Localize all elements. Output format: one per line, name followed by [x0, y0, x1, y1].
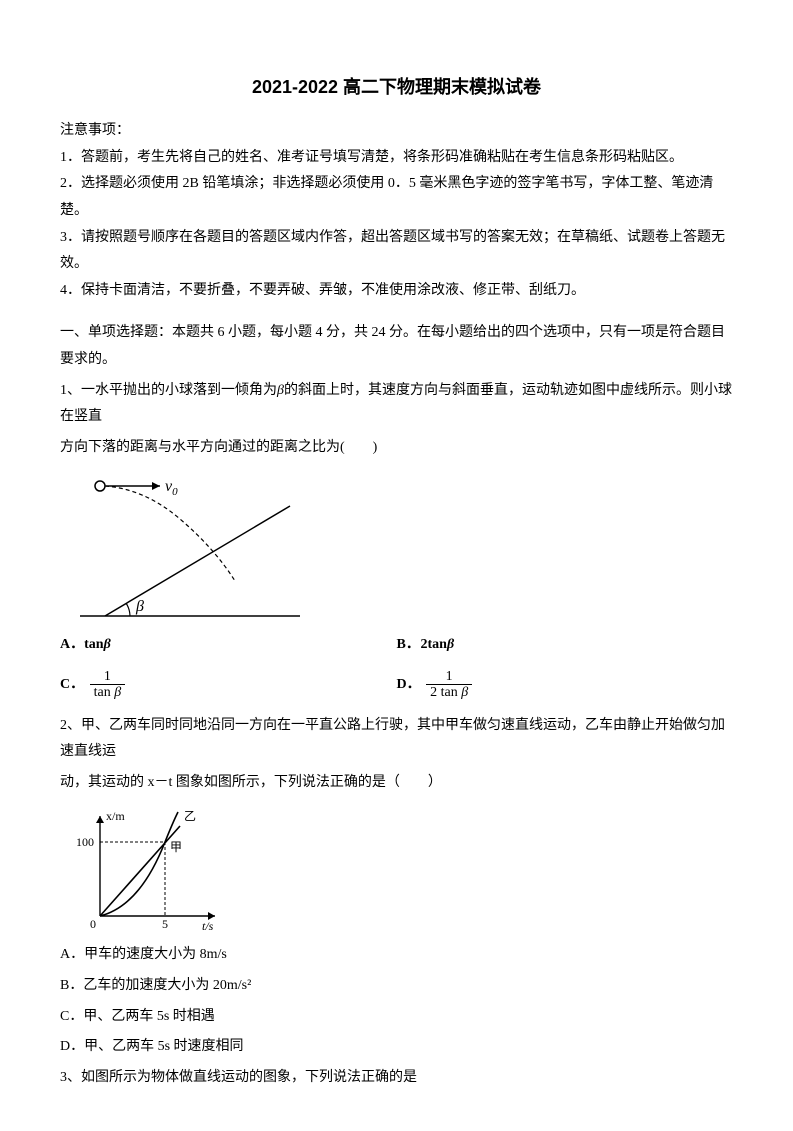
q2-option-c: C．甲、乙两车 5s 时相遇	[60, 1004, 733, 1031]
q2-figure: x/m t/s 0 100 5 甲 乙	[70, 806, 733, 936]
q2-ytick: 100	[76, 835, 94, 849]
q1-option-d: D． 1 2 tan β	[397, 669, 734, 701]
q1-beta: β	[277, 383, 284, 398]
q1-stem-a: 1、一水平抛出的小球落到一倾角为	[60, 383, 277, 398]
q1-fig-v0: v0	[165, 478, 178, 498]
q3-stem: 3、如图所示为物体做直线运动的图象，下列说法正确的是	[60, 1065, 733, 1092]
q2-option-b: B．乙车的加速度大小为 20m/s²	[60, 973, 733, 1000]
exam-page: 2021-2022 高二下物理期末模拟试卷 注意事项： 1．答题前，考生先将自己…	[0, 0, 793, 1131]
q1-options-row1: A．tanβ B．2tanβ	[60, 632, 733, 659]
notice-2: 2．选择题必须使用 2B 铅笔填涂；非选择题必须使用 0．5 毫米黑色字迹的签字…	[60, 171, 733, 224]
notice-3: 3．请按照题号顺序在各题目的答题区域内作答，超出答题区域书写的答案无效；在草稿纸…	[60, 225, 733, 278]
section1-description: 一、单项选择题：本题共 6 小题，每小题 4 分，共 24 分。在每小题给出的四…	[60, 320, 733, 373]
notice-1: 1．答题前，考生先将自己的姓名、准考证号填写清楚，将条形码准确粘贴在考生信息条形…	[60, 145, 733, 172]
q2-option-a: A．甲车的速度大小为 8m/s	[60, 942, 733, 969]
q1-svg: β v0	[70, 471, 310, 626]
q1-option-a: A．tanβ	[60, 632, 397, 659]
q1-stem-c: 方向下落的距离与水平方向通过的距离之比为( )	[60, 435, 733, 462]
q1-fig-beta: β	[135, 598, 144, 615]
q1-d-fraction: 1 2 tan β	[426, 669, 472, 701]
q2-jia-label: 甲	[170, 840, 182, 854]
q1-options-row2: C． 1 tan β D． 1 2 tan β	[60, 669, 733, 701]
notice-heading: 注意事项：	[60, 118, 733, 145]
notice-4: 4．保持卡面清洁，不要折叠，不要弄破、弄皱，不准使用涂改液、修正带、刮纸刀。	[60, 278, 733, 305]
q1-c-fraction: 1 tan β	[90, 669, 126, 701]
q2-origin: 0	[90, 917, 96, 931]
q1-stem: 1、一水平抛出的小球落到一倾角为β的斜面上时，其速度方向与斜面垂直，运动轨迹如图…	[60, 378, 733, 431]
q2-stem-a: 2、甲、乙两车同时同地沿同一方向在一平直公路上行驶，其中甲车做匀速直线运动，乙车…	[60, 713, 733, 766]
q1-figure: β v0	[70, 471, 733, 626]
page-title: 2021-2022 高二下物理期末模拟试卷	[60, 70, 733, 104]
q2-ylabel: x/m	[106, 809, 125, 823]
q2-option-d: D．甲、乙两车 5s 时速度相同	[60, 1034, 733, 1061]
q2-xlabel: t/s	[202, 919, 214, 933]
q2-yi-label: 乙	[184, 809, 196, 823]
q2-xtick: 5	[162, 917, 168, 931]
q1-option-b: B．2tanβ	[397, 632, 734, 659]
q1-option-c: C． 1 tan β	[60, 669, 397, 701]
q2-svg: x/m t/s 0 100 5 甲 乙	[70, 806, 225, 936]
q2-stem-b: 动，其运动的 x－t 图象如图所示，下列说法正确的是（ ）	[60, 770, 733, 797]
